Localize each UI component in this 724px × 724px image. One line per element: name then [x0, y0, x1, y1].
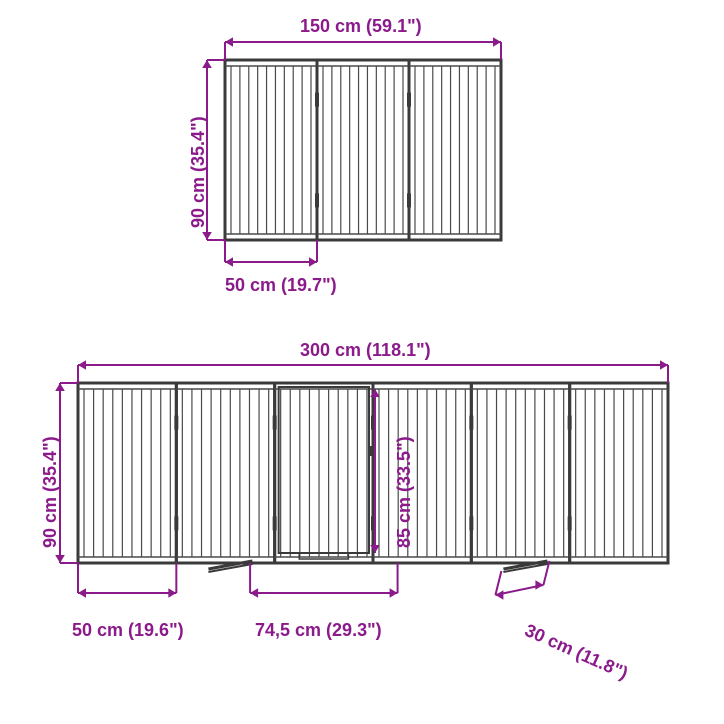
top-height-label: 90 cm (35.4")	[188, 116, 209, 228]
gate-height-label: 85 cm (33.5")	[394, 436, 415, 548]
bottom-width-label: 300 cm (118.1")	[300, 340, 431, 361]
bottom-panel-label: 50 cm (19.6")	[72, 620, 184, 641]
gate-width-label: 74,5 cm (29.3")	[255, 620, 382, 641]
top-width-label: 150 cm (59.1")	[300, 16, 422, 37]
top-panel-label: 50 cm (19.7")	[225, 275, 337, 296]
bottom-height-label: 90 cm (35.4")	[40, 436, 61, 548]
dimension-drawing	[0, 0, 724, 724]
